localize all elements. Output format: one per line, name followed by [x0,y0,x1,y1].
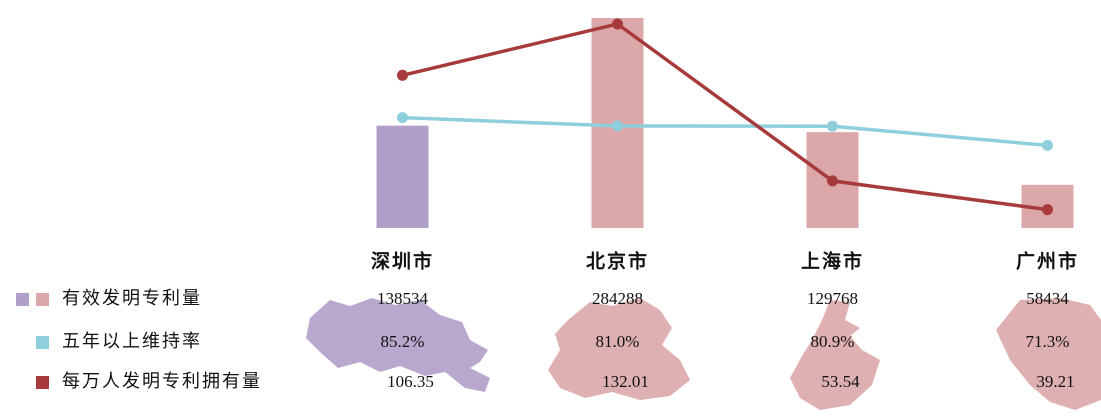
line-point [612,120,623,132]
map-shapes [306,298,1101,410]
map-beijing [548,298,690,400]
table-value: 284288 [592,289,643,308]
category-label: 北京市 [586,249,649,272]
legend-label: 有效发明专利量 [62,288,202,308]
bar [376,125,429,228]
table-value: 138534 [377,289,429,308]
line-point [1042,204,1053,216]
legend-swatch [16,293,29,306]
table-value: 132.01 [602,372,649,391]
table-value: 39.21 [1036,372,1074,391]
table-value: 106.35 [387,372,434,391]
map-shanghai [790,300,880,410]
table-value: 53.54 [821,372,860,391]
table-value: 81.0% [596,332,640,351]
map-shenzhen [306,298,490,392]
map-guangzhou [996,298,1101,410]
line-point [827,120,838,132]
table-value: 71.3% [1026,332,1070,351]
category-label: 深圳市 [371,249,434,272]
legend-swatch [36,336,49,349]
table-value: 58434 [1026,289,1069,308]
line-point [397,112,408,124]
legend-swatch [36,376,49,389]
line-point [827,175,838,187]
line [402,22,1048,212]
line-point [397,69,408,81]
line-point [612,18,623,30]
category-label: 广州市 [1016,249,1079,272]
line-point [1042,139,1053,151]
table-value: 129768 [807,289,858,308]
category-label: 上海市 [801,249,864,272]
line [402,115,1048,148]
table-value: 80.9% [811,332,855,351]
legend-swatch [36,293,49,306]
legend-label: 每万人发明专利拥有量 [62,371,262,391]
table-value: 85.2% [381,332,425,351]
legend-label: 五年以上维持率 [62,331,202,351]
